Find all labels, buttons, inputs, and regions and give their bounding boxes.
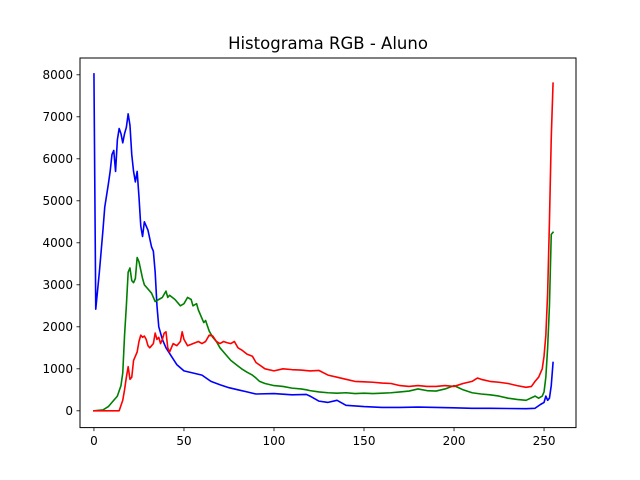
- y-tick-label: 5000: [42, 194, 73, 208]
- y-tick-label: 3000: [42, 278, 73, 292]
- y-tick-label: 1000: [42, 362, 73, 376]
- series-layer: [93, 73, 555, 412]
- x-tick-label: 50: [176, 434, 191, 448]
- y-axis: 0 1000 2000 3000 4000 5000 6000 7000 8000: [42, 68, 80, 418]
- series-line-1: [93, 73, 554, 410]
- y-tick-label: 6000: [42, 152, 73, 166]
- y-tick-label: 0: [65, 404, 73, 418]
- x-tick-label: 250: [533, 434, 556, 448]
- x-tick-label: 100: [263, 434, 286, 448]
- series-line-3: [93, 82, 554, 412]
- y-tick-label: 7000: [42, 110, 73, 124]
- x-tick-label: 200: [443, 434, 466, 448]
- chart-title: Histograma RGB - Aluno: [228, 34, 428, 53]
- x-axis: 0 50 100 150 200 250: [90, 427, 556, 448]
- plot-area: 0 50 100 150 200 250 0 1000 2000 3000 4000 5000 600…: [42, 57, 577, 448]
- x-tick-label: 150: [353, 434, 376, 448]
- x-tick-label: 0: [90, 434, 98, 448]
- y-tick-label: 2000: [42, 320, 73, 334]
- y-tick-label: 4000: [42, 236, 73, 250]
- series-line-2: [93, 231, 555, 412]
- y-tick-label: 8000: [42, 68, 73, 82]
